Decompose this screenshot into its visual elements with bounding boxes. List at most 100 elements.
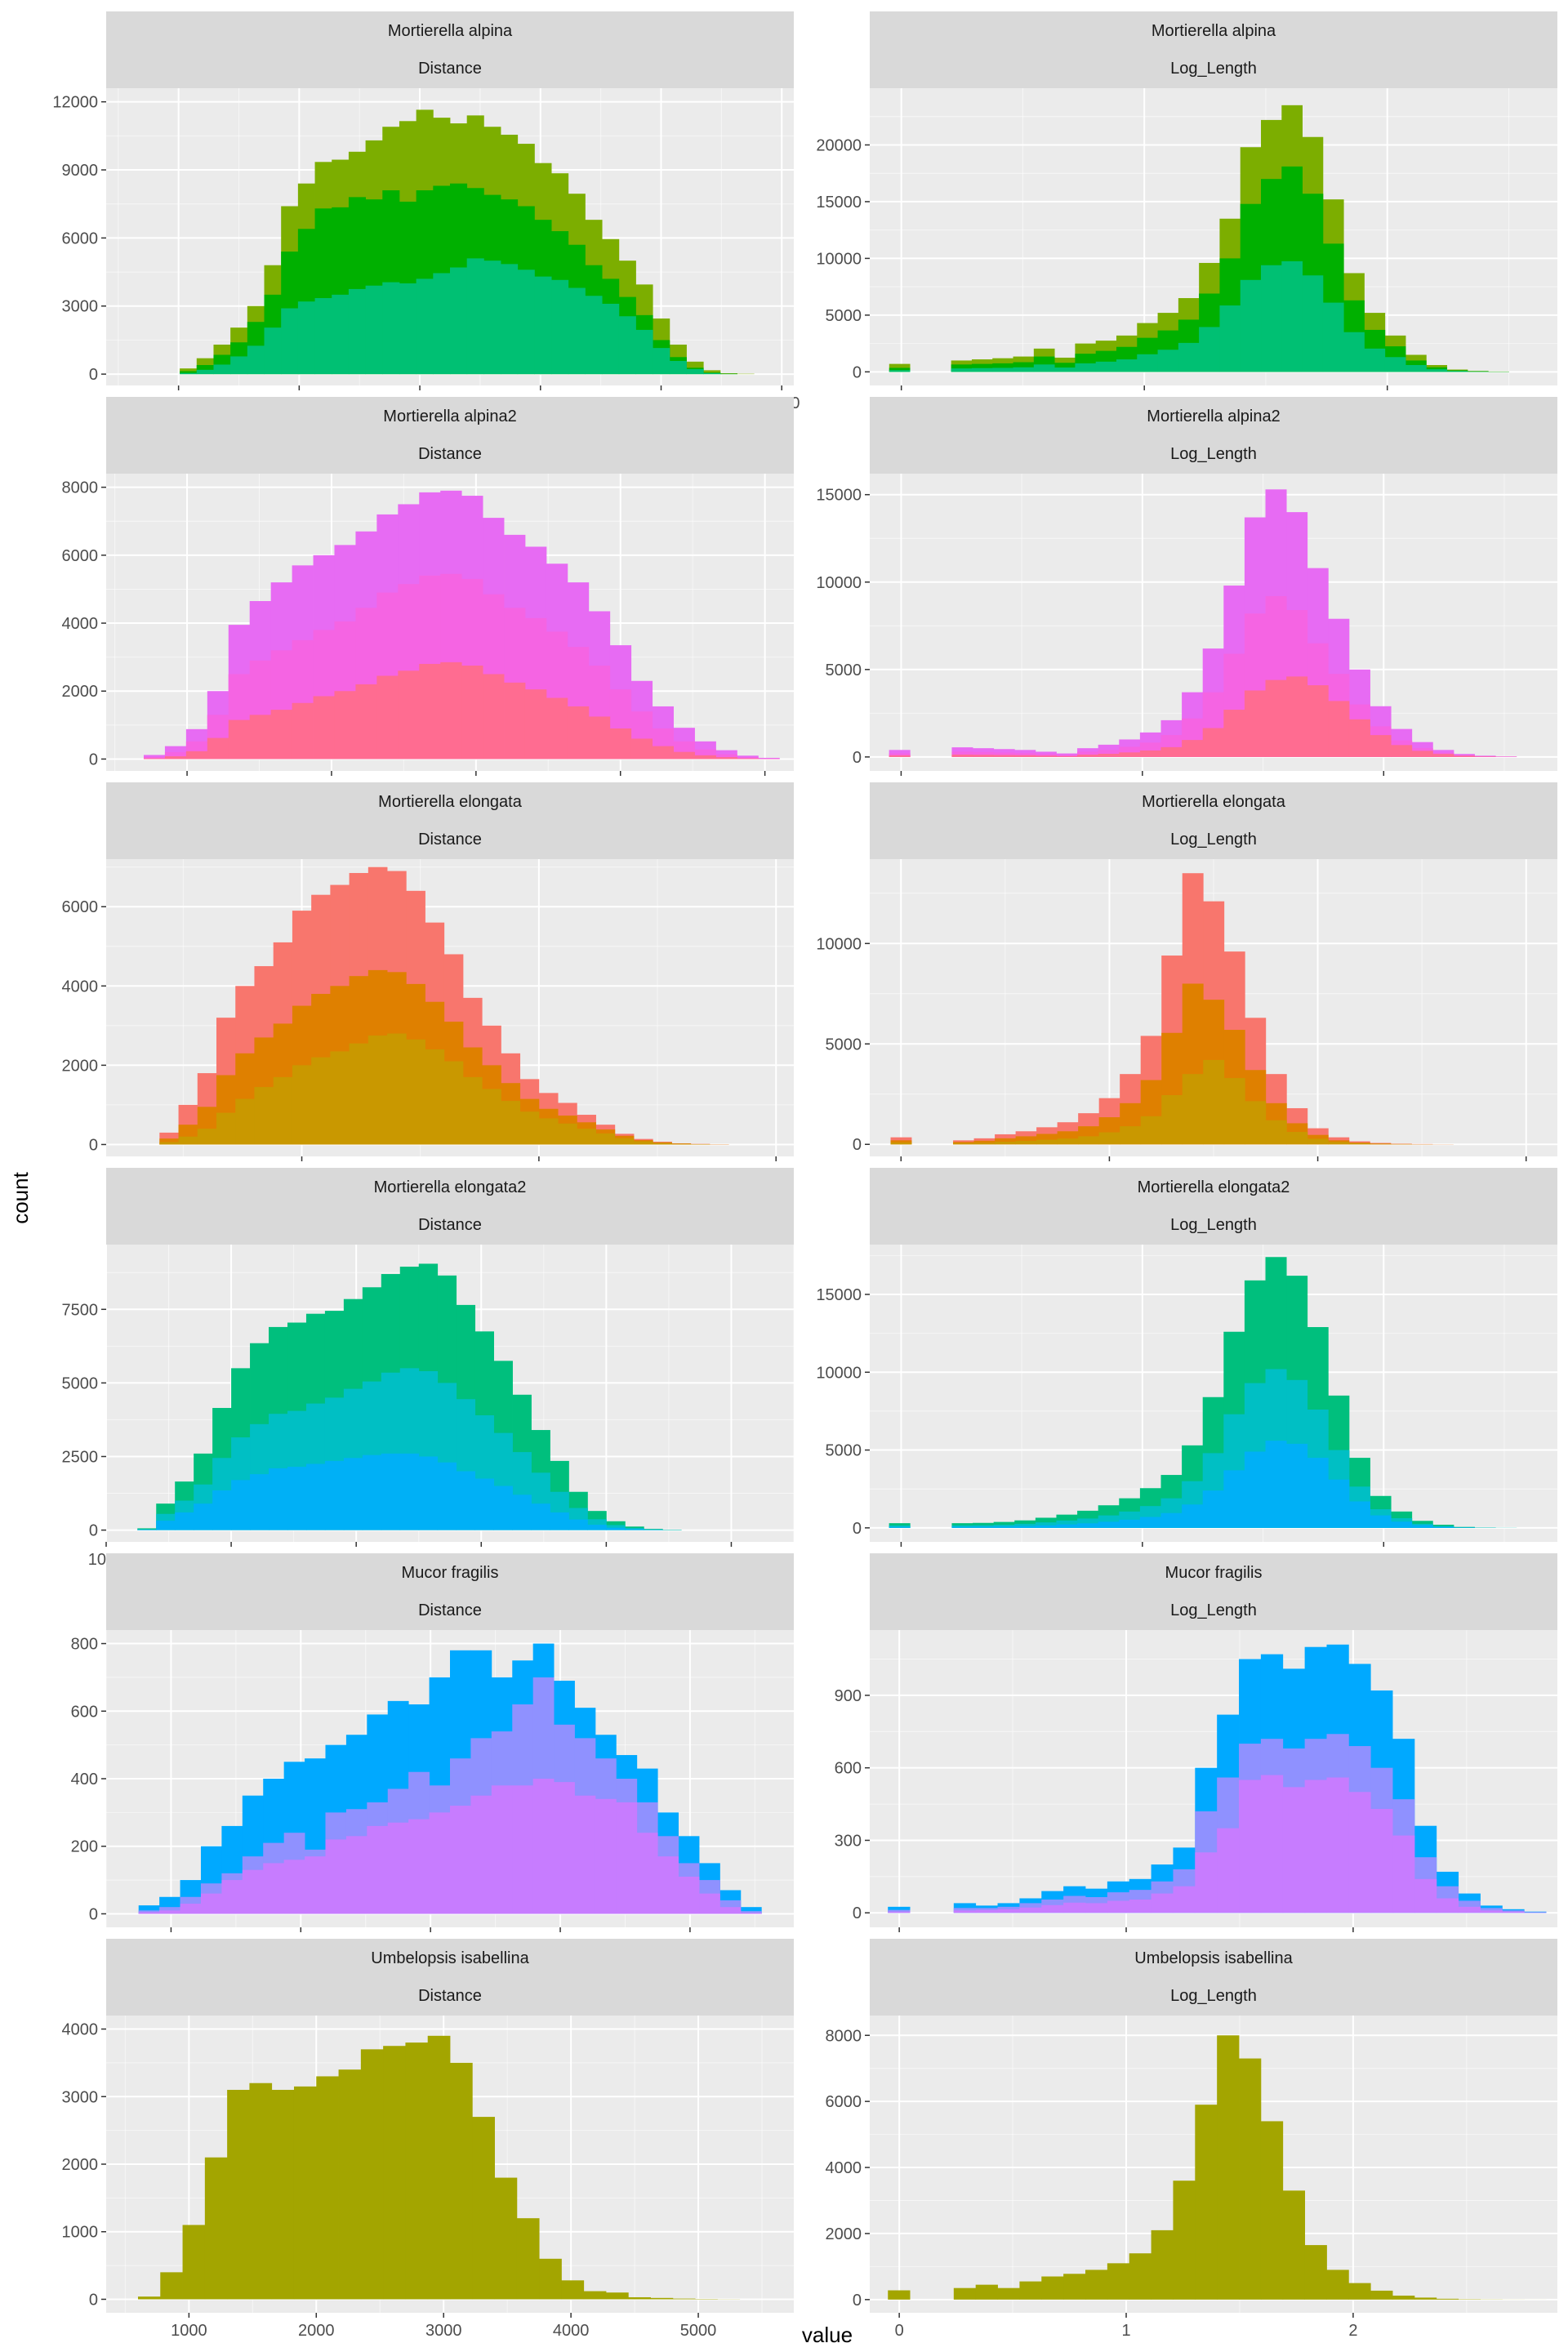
histogram-series: [889, 676, 1517, 757]
histogram-bar: [1282, 2190, 1306, 2300]
histogram-bar: [1370, 2290, 1393, 2300]
histogram-series: [888, 2035, 1547, 2300]
histogram-bar: [1182, 1074, 1204, 1145]
histogram-bar: [1261, 265, 1282, 372]
histogram-bar: [1085, 2270, 1108, 2300]
histogram-bar: [1056, 755, 1078, 757]
histogram-bar: [888, 1906, 911, 1913]
histogram-bar: [1085, 1903, 1108, 1913]
histogram-bar: [992, 363, 1013, 372]
strip-label-species: Mortierella elongata: [378, 793, 523, 811]
x-axis-title: value: [802, 2323, 853, 2347]
histogram-bar: [175, 1512, 194, 1530]
histogram-bar: [992, 368, 1013, 372]
histogram-bar: [159, 1910, 180, 1914]
histogram-bar: [349, 1043, 369, 1145]
histogram-bar: [1260, 2121, 1284, 2300]
histogram-bar: [634, 1141, 653, 1145]
histogram-bar: [1392, 2295, 1415, 2300]
histogram-bar: [1411, 1525, 1433, 1528]
histogram-bar: [719, 1907, 742, 1914]
histogram-bar: [740, 1911, 762, 1914]
histogram-bar: [1013, 362, 1035, 372]
y-tick-label: 0: [853, 363, 862, 381]
histogram-bar: [606, 1527, 626, 1530]
histogram-bar: [888, 1911, 911, 1913]
histogram-bar: [512, 1785, 534, 1914]
histogram-bar: [652, 746, 674, 760]
histogram-bar: [993, 755, 1015, 757]
histogram-bar: [1107, 1900, 1130, 1913]
histogram-bar: [1098, 750, 1120, 757]
histogram-bar: [550, 1512, 569, 1530]
facet-panel: Mortierella alpina2Log_Length01205000100…: [816, 397, 1557, 798]
histogram-bar: [1077, 755, 1099, 757]
histogram-bar: [387, 1033, 407, 1145]
y-tick-label: 15000: [816, 487, 862, 505]
histogram-bar: [993, 1525, 1015, 1528]
histogram-bar: [532, 1779, 555, 1914]
histogram-bar: [1458, 1906, 1481, 1913]
histogram-bar: [606, 1525, 626, 1530]
histogram-bar: [271, 2090, 295, 2300]
y-tick-label: 400: [71, 1771, 98, 1788]
histogram-bar: [1139, 750, 1161, 757]
histogram-bar: [1302, 275, 1324, 372]
histogram-bar: [997, 2287, 1020, 2300]
histogram-bar: [1014, 755, 1036, 757]
histogram-bar: [585, 296, 603, 375]
histogram-bar: [758, 758, 780, 760]
histogram-bar: [1202, 728, 1224, 757]
histogram-bar: [437, 1462, 457, 1530]
strip-label-variable: Distance: [418, 445, 482, 463]
histogram-bar: [1245, 1101, 1267, 1145]
histogram-bar: [227, 2090, 250, 2300]
histogram-bar: [1041, 2276, 1064, 2300]
histogram-bar: [143, 756, 166, 760]
histogram-bar: [1502, 1911, 1525, 1913]
histogram-bar: [672, 2298, 696, 2300]
histogram-bar: [953, 1910, 977, 1913]
histogram-bar: [1307, 1138, 1329, 1145]
histogram-bar: [1015, 1136, 1037, 1145]
y-tick-label: 0: [89, 751, 98, 768]
histogram-series: [890, 1059, 1454, 1145]
histogram-bar: [1348, 2283, 1371, 2300]
histogram-bar: [1160, 1512, 1183, 1528]
histogram-bar: [343, 1458, 363, 1530]
histogram-bar: [1223, 1470, 1245, 1528]
histogram-bar: [993, 752, 1015, 757]
histogram-bar: [635, 329, 653, 375]
histogram-bar: [1370, 1515, 1392, 1528]
histogram-bar: [1426, 369, 1448, 372]
histogram-bar: [1217, 1828, 1240, 1913]
histogram-bar: [1151, 2230, 1174, 2300]
histogram-bar: [138, 1912, 160, 1914]
histogram-bar: [292, 1065, 312, 1145]
facet-panel: Mortierella elongata Distance 2000 4000 6000…: [62, 782, 794, 1183]
histogram-bar: [362, 1454, 382, 1530]
histogram-series: [137, 1453, 682, 1530]
histogram-bar: [1328, 1142, 1350, 1145]
histogram-bar: [1286, 676, 1308, 757]
histogram-bar: [1107, 2263, 1130, 2300]
histogram-bar: [1139, 1517, 1161, 1528]
histogram-bar: [703, 370, 721, 375]
histogram-bar: [1307, 685, 1329, 757]
histogram-bar: [228, 719, 251, 760]
histogram-bar: [1098, 754, 1120, 757]
histogram-bar: [1348, 1792, 1371, 1913]
histogram-bar: [1436, 2298, 1459, 2300]
histogram-bar: [332, 294, 350, 375]
strip-label-species: Umbelopsis isabellina: [371, 1949, 529, 1967]
y-tick-label: 2000: [826, 2225, 862, 2243]
histogram-bar: [606, 2292, 629, 2300]
histogram-bar: [405, 2042, 429, 2300]
histogram-bar: [951, 368, 973, 372]
histogram-bar: [740, 1907, 762, 1914]
histogram-bar: [524, 689, 547, 760]
strip-label-variable: Log_Length: [1170, 831, 1257, 849]
histogram-bar: [889, 755, 911, 757]
histogram-bar: [628, 2296, 651, 2300]
